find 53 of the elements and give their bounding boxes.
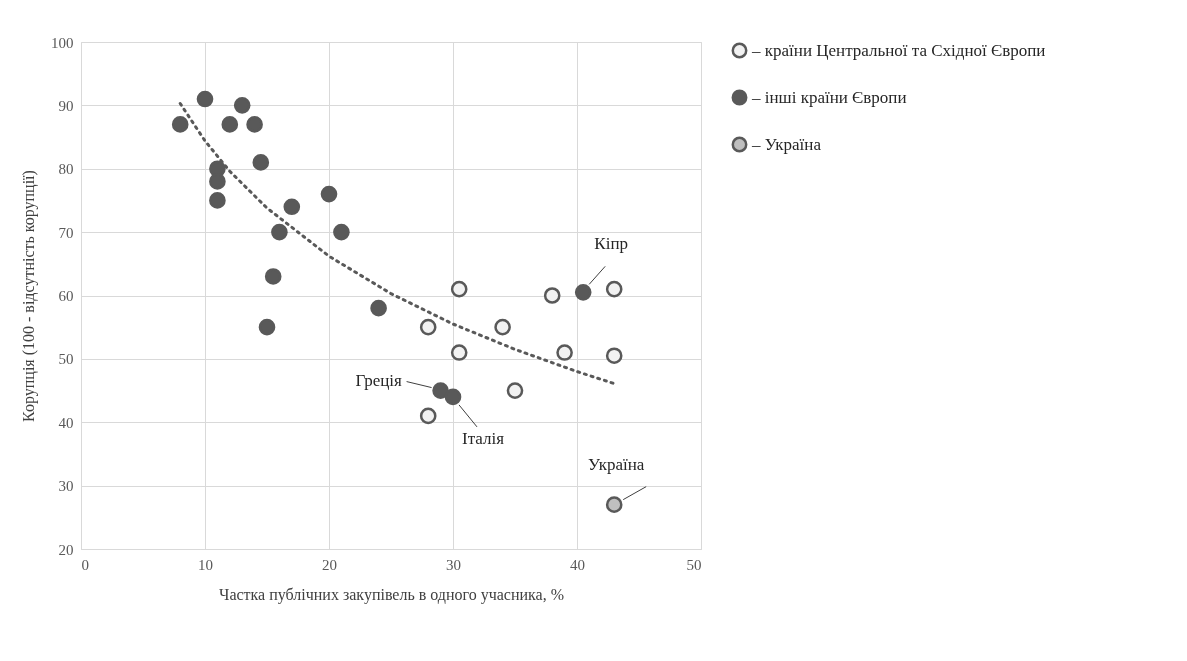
y-tick-label: 100 (51, 34, 74, 51)
point (444, 388, 462, 406)
x-tick-label: 30 (446, 556, 461, 573)
point (543, 287, 561, 304)
point (333, 223, 350, 241)
x-tick-label: 10 (198, 556, 213, 573)
point (320, 185, 338, 203)
annotation: Італія (461, 428, 505, 448)
point (419, 318, 437, 336)
point (419, 407, 437, 425)
point (258, 318, 276, 336)
point (221, 116, 239, 133)
x-tick-label: 40 (570, 556, 585, 573)
annotation: Греція (355, 370, 402, 390)
y-tick-label: 30 (58, 478, 74, 495)
x-tick-label: 50 (686, 556, 702, 573)
annotation: Кіпр (594, 234, 629, 254)
legend-label: – країни Центральної та Східної Європи (751, 40, 1046, 60)
y-tick-label: 70 (58, 224, 74, 241)
legend-label: – інші країни Європи (751, 87, 907, 107)
x-tick-label: 20 (322, 556, 337, 573)
y-tick-label: 40 (58, 414, 74, 431)
y-tick-label: 60 (58, 288, 74, 304)
y-tick-label: 80 (58, 161, 74, 178)
y-tick-label: 20 (58, 541, 74, 558)
point (283, 198, 301, 216)
point (605, 496, 623, 513)
point (252, 154, 270, 171)
point (233, 97, 251, 114)
point (450, 344, 468, 361)
point (450, 280, 468, 298)
point (271, 223, 288, 241)
y-axis-title: Корупція (100 - відсутність корупції) (20, 170, 38, 422)
point (605, 347, 623, 365)
point (605, 280, 623, 298)
y-tick-label: 50 (58, 351, 74, 368)
x-axis-title: Частка публічних закупівель в одного учасника, % (218, 585, 565, 604)
point (370, 299, 387, 317)
point (432, 382, 449, 399)
point (196, 90, 214, 108)
point (171, 116, 189, 133)
point (209, 173, 226, 190)
point (264, 268, 282, 285)
annotation: Україна (588, 454, 645, 474)
point (246, 116, 263, 133)
point (494, 318, 511, 336)
x-tick-label: 0 (81, 556, 89, 573)
point (574, 284, 592, 301)
point (209, 192, 226, 209)
legend-label: – Україна (751, 134, 822, 154)
point (556, 344, 573, 361)
point (506, 382, 524, 399)
y-tick-label: 90 (58, 97, 74, 114)
